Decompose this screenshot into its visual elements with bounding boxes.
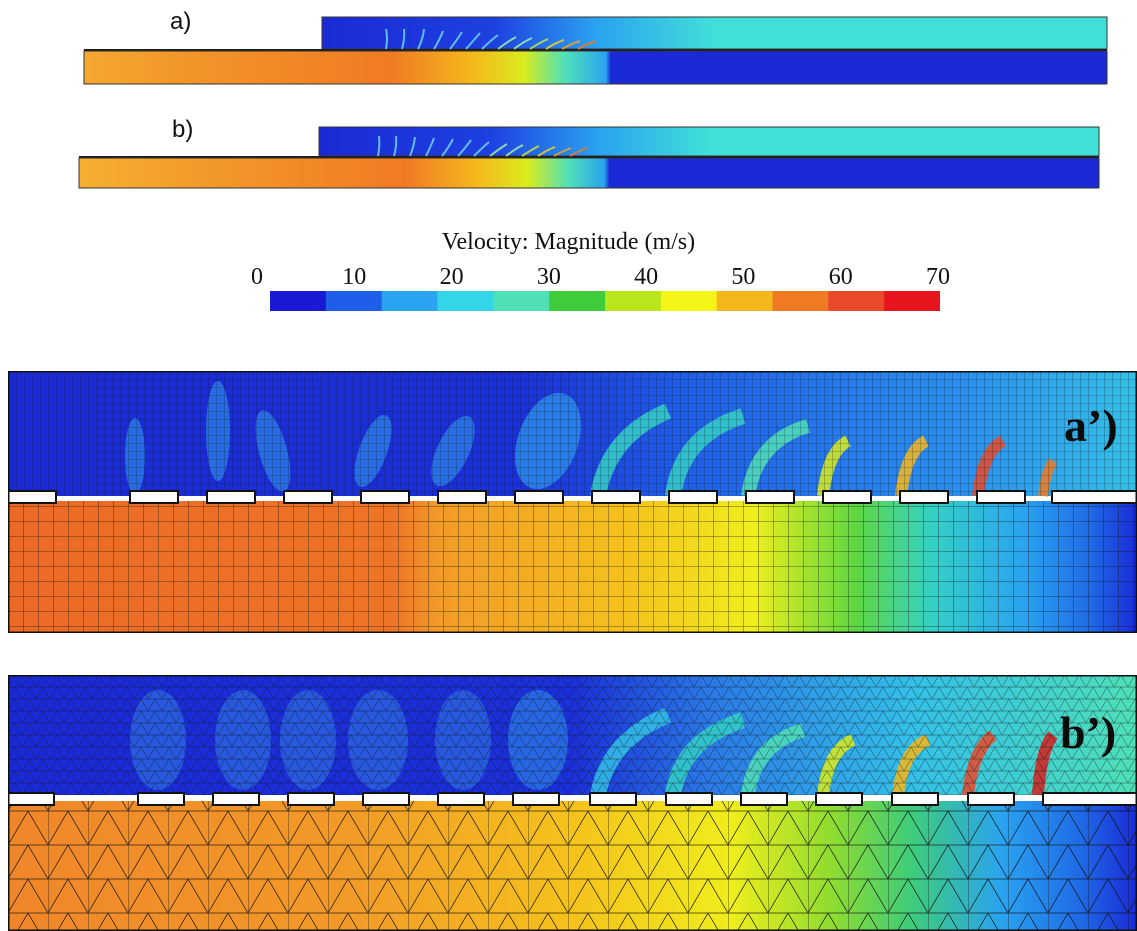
velocity-contour-panel-a [83, 16, 1108, 85]
plate-segment [129, 490, 179, 504]
lower-channel-b [78, 157, 1100, 189]
colorbar-segment [884, 291, 940, 311]
plate-segment [665, 792, 713, 806]
plate-segment [591, 490, 641, 504]
panel-label-a: a) [170, 8, 192, 35]
colorbar-title: Velocity: Magnitude (m/s) [441, 229, 696, 255]
plate-segment [206, 490, 256, 504]
upper-channel-b [318, 126, 1100, 157]
plate-segment [891, 792, 939, 806]
colorbar-segment [381, 291, 439, 311]
plate-segment [668, 490, 718, 504]
plate-segment [1051, 490, 1137, 504]
mesh-zoom-panel-a-prime [8, 371, 1137, 633]
panel-label-b-prime: b’) [1060, 707, 1117, 758]
colorbar-tick-label: 30 [536, 264, 561, 290]
plate-segment [899, 490, 949, 504]
jets-b [377, 135, 588, 157]
plate-segment [512, 792, 560, 806]
colorbar-tick-label: 60 [828, 264, 853, 290]
plate-segment [745, 490, 795, 504]
colorbar-tick-label: 10 [342, 264, 367, 290]
plate-segment [137, 792, 185, 806]
plate-segment [976, 490, 1026, 504]
colorbar-segment [828, 291, 885, 311]
upper-channel-a [321, 16, 1108, 50]
plate-segment [362, 792, 410, 806]
plate-segment [437, 490, 487, 504]
plate-segment [8, 490, 57, 504]
colorbar-segment [549, 291, 606, 311]
panel-label-a-prime: a’) [1064, 400, 1118, 451]
plate-segment [589, 792, 637, 806]
colorbar-tick-label: 40 [634, 264, 659, 290]
colorbar-segment [325, 291, 383, 311]
colorbar-segment [660, 291, 718, 311]
colorbar-tick-label: 0 [251, 264, 263, 290]
plate-segment [287, 792, 335, 806]
perforated-plate-b-prime [8, 792, 1137, 806]
colorbar-segment [716, 291, 774, 311]
colorbar-segment [493, 291, 550, 311]
perforated-plate-a-prime [8, 490, 1137, 504]
plate-segment [8, 792, 55, 806]
colorbar-segment [605, 291, 662, 311]
plate-segment [212, 792, 260, 806]
colorbar-segment [437, 291, 494, 311]
plate-segment [360, 490, 410, 504]
colorbar-tick-label: 70 [926, 264, 950, 290]
plate-segment [967, 792, 1015, 806]
colorbar-segment [270, 291, 327, 311]
plate-segment [822, 490, 872, 504]
velocity-contour-panel-b [78, 126, 1100, 189]
mesh-zoom-panel-b-prime [8, 675, 1137, 931]
plate-segment [283, 490, 333, 504]
plate-segment [437, 792, 485, 806]
colorbar-tick-label: 20 [439, 264, 464, 290]
plate-segment [740, 792, 788, 806]
plate-segment [1042, 792, 1137, 806]
plate-segment [514, 490, 564, 504]
panel-label-b: b) [172, 116, 194, 143]
jets-a [385, 28, 597, 50]
colorbar [270, 291, 940, 311]
lower-channel-a [83, 50, 1108, 85]
plate-segment [815, 792, 863, 806]
colorbar-segment [772, 291, 829, 311]
colorbar-tick-label: 50 [731, 264, 756, 290]
